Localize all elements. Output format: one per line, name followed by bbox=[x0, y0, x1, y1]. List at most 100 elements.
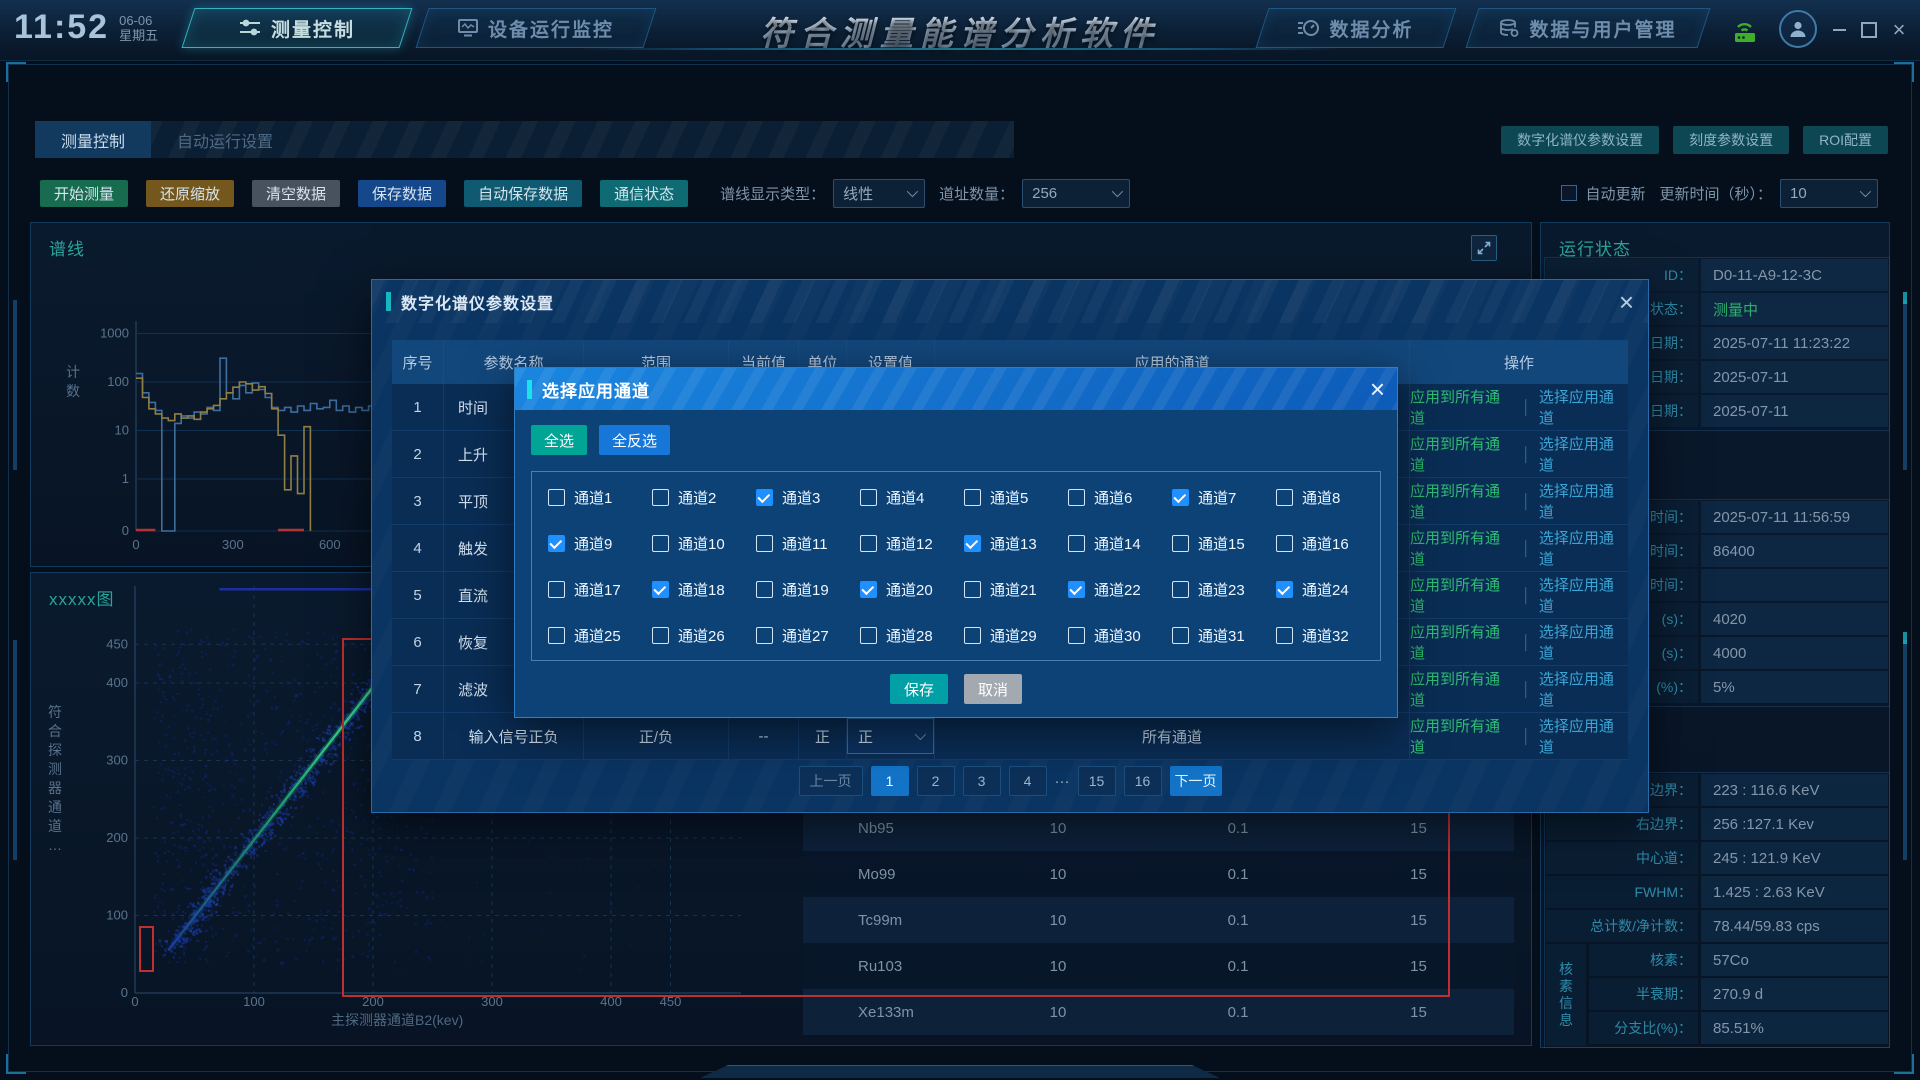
calibration-params-button[interactable]: 刻度参数设置 bbox=[1673, 126, 1790, 154]
table-row[interactable]: Tc99m 10 0.1 15 bbox=[803, 897, 1514, 943]
close-icon[interactable]: × bbox=[1618, 286, 1634, 317]
channel-checkbox-23[interactable] bbox=[1172, 580, 1189, 598]
user-avatar[interactable] bbox=[1779, 10, 1817, 48]
channel-checkbox-1[interactable] bbox=[548, 488, 565, 506]
channel-option[interactable]: 通道1 bbox=[548, 487, 652, 508]
channel-option[interactable]: 通道2 bbox=[652, 487, 756, 508]
apply-all-channels-link[interactable]: 应用到所有通道 bbox=[1410, 436, 1501, 474]
select-channels-link[interactable]: 选择应用通道 bbox=[1538, 671, 1614, 709]
channel-option[interactable]: 通道27 bbox=[756, 625, 860, 646]
channel-option[interactable]: 通道14 bbox=[1068, 533, 1172, 554]
channel-option[interactable]: 通道22 bbox=[1068, 579, 1172, 600]
apply-all-channels-link[interactable]: 应用到所有通道 bbox=[1410, 671, 1501, 709]
channel-checkbox-30[interactable] bbox=[1068, 626, 1085, 644]
minimize-button[interactable] bbox=[1827, 18, 1851, 42]
channel-option[interactable]: 通道16 bbox=[1276, 533, 1380, 554]
channel-option[interactable]: 通道15 bbox=[1172, 533, 1276, 554]
channel-checkbox-31[interactable] bbox=[1172, 626, 1189, 644]
channel-option[interactable]: 通道28 bbox=[860, 625, 964, 646]
channel-option[interactable]: 通道19 bbox=[756, 579, 860, 600]
channel-option[interactable]: 通道18 bbox=[652, 579, 756, 600]
channel-checkbox-32[interactable] bbox=[1276, 626, 1293, 644]
channel-checkbox-14[interactable] bbox=[1068, 534, 1085, 552]
channel-checkbox-9[interactable] bbox=[548, 534, 565, 552]
roi-config-button[interactable]: ROI配置 bbox=[1803, 126, 1888, 154]
channel-option[interactable]: 通道7 bbox=[1172, 487, 1276, 508]
channel-option[interactable]: 通道13 bbox=[964, 533, 1068, 554]
channel-checkbox-11[interactable] bbox=[756, 534, 773, 552]
channel-option[interactable]: 通道4 bbox=[860, 487, 964, 508]
channel-checkbox-6[interactable] bbox=[1068, 488, 1085, 506]
channel-option[interactable]: 通道21 bbox=[964, 579, 1068, 600]
channel-checkbox-17[interactable] bbox=[548, 580, 565, 598]
setting-select[interactable]: 正 bbox=[847, 718, 934, 754]
channel-option[interactable]: 通道32 bbox=[1276, 625, 1380, 646]
channel-checkbox-22[interactable] bbox=[1068, 580, 1085, 598]
channel-option[interactable]: 通道8 bbox=[1276, 487, 1380, 508]
channel-checkbox-3[interactable] bbox=[756, 488, 773, 506]
channel-option[interactable]: 通道10 bbox=[652, 533, 756, 554]
channel-option[interactable]: 通道24 bbox=[1276, 579, 1380, 600]
prev-page-button[interactable]: 上一页 bbox=[798, 766, 863, 796]
channel-option[interactable]: 通道6 bbox=[1068, 487, 1172, 508]
close-icon[interactable]: × bbox=[1369, 374, 1385, 404]
save-data-button[interactable]: 保存数据 bbox=[358, 179, 447, 207]
channel-option[interactable]: 通道31 bbox=[1172, 625, 1276, 646]
channel-checkbox-15[interactable] bbox=[1172, 534, 1189, 552]
channel-option[interactable]: 通道11 bbox=[756, 533, 860, 554]
channel-checkbox-2[interactable] bbox=[652, 488, 669, 506]
nav-measure-control[interactable]: 测量控制 bbox=[181, 8, 413, 48]
select-channels-link[interactable]: 选择应用通道 bbox=[1538, 577, 1614, 615]
nav-device-monitor[interactable]: 设备运行监控 bbox=[415, 8, 657, 48]
channel-option[interactable]: 通道17 bbox=[548, 579, 652, 600]
tab-measure-control[interactable]: 测量控制 bbox=[35, 121, 152, 158]
channel-option[interactable]: 通道29 bbox=[964, 625, 1068, 646]
apply-all-channels-link[interactable]: 应用到所有通道 bbox=[1410, 577, 1501, 615]
channel-option[interactable]: 通道9 bbox=[548, 533, 652, 554]
save-button[interactable]: 保存 bbox=[889, 674, 948, 704]
tab-auto-run-settings[interactable]: 自动运行设置 bbox=[177, 133, 274, 151]
apply-all-channels-link[interactable]: 应用到所有通道 bbox=[1410, 483, 1501, 521]
apply-all-channels-link[interactable]: 应用到所有通道 bbox=[1410, 718, 1501, 756]
select-channels-link[interactable]: 选择应用通道 bbox=[1538, 389, 1614, 427]
channel-option[interactable]: 通道26 bbox=[652, 625, 756, 646]
page-button-3[interactable]: 3 bbox=[962, 766, 1001, 796]
channel-checkbox-8[interactable] bbox=[1276, 488, 1293, 506]
channel-checkbox-24[interactable] bbox=[1276, 580, 1293, 598]
table-row[interactable]: Ru103 10 0.1 15 bbox=[803, 943, 1514, 989]
channel-checkbox-5[interactable] bbox=[964, 488, 981, 506]
channel-checkbox-25[interactable] bbox=[548, 626, 565, 644]
clear-data-button[interactable]: 清空数据 bbox=[252, 179, 341, 207]
channel-checkbox-27[interactable] bbox=[756, 626, 773, 644]
start-measure-button[interactable]: 开始测量 bbox=[40, 179, 129, 207]
page-button-4[interactable]: 4 bbox=[1008, 766, 1047, 796]
select-channels-link[interactable]: 选择应用通道 bbox=[1538, 436, 1614, 474]
page-button-15[interactable]: 15 bbox=[1077, 766, 1116, 796]
table-row[interactable]: Mo99 10 0.1 15 bbox=[803, 851, 1514, 897]
table-row[interactable]: Xe133m 10 0.1 15 bbox=[803, 989, 1514, 1035]
auto-save-button[interactable]: 自动保存数据 bbox=[464, 179, 583, 207]
channel-count-select[interactable]: 256 bbox=[1022, 178, 1131, 208]
page-button-2[interactable]: 2 bbox=[916, 766, 955, 796]
cancel-button[interactable]: 取消 bbox=[964, 674, 1023, 704]
channel-option[interactable]: 通道12 bbox=[860, 533, 964, 554]
channel-option[interactable]: 通道3 bbox=[756, 487, 860, 508]
line-type-select[interactable]: 线性 bbox=[833, 178, 926, 208]
apply-all-channels-link[interactable]: 应用到所有通道 bbox=[1410, 624, 1501, 662]
reset-zoom-button[interactable]: 还原缩放 bbox=[146, 179, 235, 207]
channel-option[interactable]: 通道25 bbox=[548, 625, 652, 646]
select-channels-link[interactable]: 选择应用通道 bbox=[1538, 530, 1614, 568]
channel-checkbox-28[interactable] bbox=[860, 626, 877, 644]
auto-update-checkbox[interactable] bbox=[1561, 185, 1578, 201]
maximize-button[interactable] bbox=[1857, 18, 1881, 42]
select-channels-link[interactable]: 选择应用通道 bbox=[1538, 483, 1614, 521]
channel-option[interactable]: 通道23 bbox=[1172, 579, 1276, 600]
invert-selection-button[interactable]: 全反选 bbox=[599, 425, 671, 455]
channel-checkbox-26[interactable] bbox=[652, 626, 669, 644]
channel-option[interactable]: 通道20 bbox=[860, 579, 964, 600]
channel-checkbox-29[interactable] bbox=[964, 626, 981, 644]
channel-option[interactable]: 通道5 bbox=[964, 487, 1068, 508]
digitizer-params-button[interactable]: 数字化谱仪参数设置 bbox=[1501, 126, 1660, 154]
channel-checkbox-7[interactable] bbox=[1172, 488, 1189, 506]
channel-checkbox-20[interactable] bbox=[860, 580, 877, 598]
